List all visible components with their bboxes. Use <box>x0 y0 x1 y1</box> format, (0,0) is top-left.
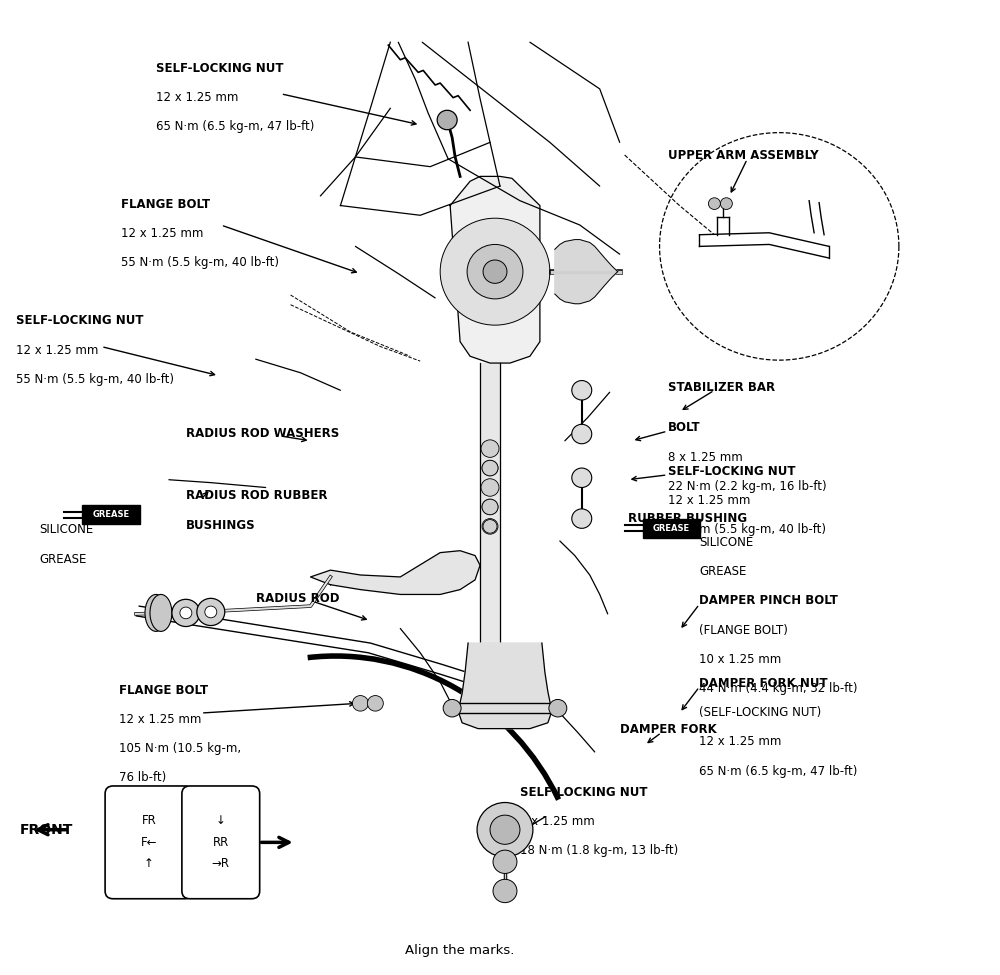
Text: 8 x 1.25 mm: 8 x 1.25 mm <box>520 815 595 828</box>
Text: 44 N·m (4.4 kg-m, 32 lb-ft): 44 N·m (4.4 kg-m, 32 lb-ft) <box>699 682 858 695</box>
Text: (SELF-LOCKING NUT): (SELF-LOCKING NUT) <box>699 706 822 720</box>
Text: 12 x 1.25 mm: 12 x 1.25 mm <box>121 227 203 240</box>
Text: SELF-LOCKING NUT: SELF-LOCKING NUT <box>520 786 647 799</box>
Text: ↓: ↓ <box>216 814 226 828</box>
Text: 18 N·m (1.8 kg-m, 13 lb-ft): 18 N·m (1.8 kg-m, 13 lb-ft) <box>520 844 678 857</box>
Circle shape <box>572 380 592 400</box>
Text: 22 N·m (2.2 kg-m, 16 lb-ft): 22 N·m (2.2 kg-m, 16 lb-ft) <box>668 480 826 492</box>
Text: SILICONE: SILICONE <box>39 524 94 536</box>
Text: SELF-LOCKING NUT: SELF-LOCKING NUT <box>16 315 144 328</box>
Circle shape <box>352 695 368 711</box>
Text: 55 N·m (5.5 kg-m, 40 lb-ft): 55 N·m (5.5 kg-m, 40 lb-ft) <box>668 524 826 536</box>
FancyBboxPatch shape <box>182 786 260 899</box>
Polygon shape <box>480 363 500 644</box>
Text: DAMPER FORK NUT: DAMPER FORK NUT <box>699 677 828 690</box>
Text: 12 x 1.25 mm: 12 x 1.25 mm <box>156 91 238 103</box>
Text: 12 x 1.25 mm: 12 x 1.25 mm <box>16 343 99 357</box>
Circle shape <box>482 499 498 515</box>
Circle shape <box>481 440 499 457</box>
Circle shape <box>720 198 732 210</box>
Text: SELF-LOCKING NUT: SELF-LOCKING NUT <box>156 61 283 75</box>
Circle shape <box>437 110 457 130</box>
Text: GREASE: GREASE <box>699 566 747 578</box>
Polygon shape <box>311 551 480 595</box>
Circle shape <box>482 460 498 476</box>
Text: 105 N·m (10.5 kg-m,: 105 N·m (10.5 kg-m, <box>119 742 241 756</box>
Text: GREASE: GREASE <box>653 524 690 532</box>
Circle shape <box>481 479 499 496</box>
Text: BUSHINGS: BUSHINGS <box>186 519 255 531</box>
Circle shape <box>572 424 592 444</box>
Circle shape <box>477 802 533 857</box>
Ellipse shape <box>150 595 172 632</box>
Text: RR: RR <box>213 836 229 849</box>
Text: 65 N·m (6.5 kg-m, 47 lb-ft): 65 N·m (6.5 kg-m, 47 lb-ft) <box>699 764 858 778</box>
Circle shape <box>443 699 461 717</box>
Circle shape <box>180 607 192 619</box>
Text: RADIUS ROD RUBBER: RADIUS ROD RUBBER <box>186 489 327 502</box>
Circle shape <box>482 441 498 456</box>
Text: Align the marks.: Align the marks. <box>405 945 515 957</box>
Circle shape <box>483 260 507 284</box>
Circle shape <box>482 519 498 534</box>
Circle shape <box>708 198 720 210</box>
Text: →R: →R <box>212 857 230 871</box>
Circle shape <box>493 879 517 903</box>
Circle shape <box>482 499 498 515</box>
Circle shape <box>440 218 550 325</box>
Text: 8 x 1.25 mm: 8 x 1.25 mm <box>668 450 742 463</box>
Text: DAMPER FORK: DAMPER FORK <box>620 722 716 736</box>
Circle shape <box>482 480 498 495</box>
FancyBboxPatch shape <box>643 519 700 538</box>
Circle shape <box>205 606 217 618</box>
Text: 55 N·m (5.5 kg-m, 40 lb-ft): 55 N·m (5.5 kg-m, 40 lb-ft) <box>16 372 174 386</box>
Circle shape <box>490 815 520 844</box>
FancyBboxPatch shape <box>105 786 193 899</box>
Text: RUBBER BUSHING: RUBBER BUSHING <box>628 512 747 525</box>
Circle shape <box>172 600 200 627</box>
Text: FLANGE BOLT: FLANGE BOLT <box>121 198 210 211</box>
Text: 12 x 1.25 mm: 12 x 1.25 mm <box>119 713 201 726</box>
Text: SILICONE: SILICONE <box>699 536 754 549</box>
Text: 65 N·m (6.5 kg-m, 47 lb-ft): 65 N·m (6.5 kg-m, 47 lb-ft) <box>156 120 314 133</box>
Text: RADIUS ROD: RADIUS ROD <box>256 592 339 604</box>
Circle shape <box>367 695 383 711</box>
Text: STABILIZER BAR: STABILIZER BAR <box>668 380 775 394</box>
Text: 12 x 1.25 mm: 12 x 1.25 mm <box>699 735 782 749</box>
Polygon shape <box>555 240 618 304</box>
Text: FR: FR <box>142 814 156 828</box>
Circle shape <box>197 599 225 626</box>
Circle shape <box>549 699 567 717</box>
Text: (FLANGE BOLT): (FLANGE BOLT) <box>699 624 788 637</box>
Text: DAMPER PINCH BOLT: DAMPER PINCH BOLT <box>699 595 838 607</box>
Text: 55 N·m (5.5 kg-m, 40 lb-ft): 55 N·m (5.5 kg-m, 40 lb-ft) <box>121 256 279 269</box>
Circle shape <box>483 520 497 533</box>
Circle shape <box>572 509 592 528</box>
Text: GREASE: GREASE <box>93 510 130 520</box>
Polygon shape <box>450 176 540 363</box>
FancyBboxPatch shape <box>82 505 140 525</box>
Text: UPPER ARM ASSEMBLY: UPPER ARM ASSEMBLY <box>668 149 818 162</box>
Text: FRONT: FRONT <box>19 823 73 837</box>
Text: F←: F← <box>141 836 157 849</box>
Text: GREASE: GREASE <box>39 553 87 566</box>
Text: ↑: ↑ <box>144 857 154 871</box>
Text: 76 lb-ft): 76 lb-ft) <box>119 771 166 785</box>
Circle shape <box>482 460 498 476</box>
Ellipse shape <box>145 595 167 632</box>
Polygon shape <box>458 644 552 728</box>
Circle shape <box>493 850 517 874</box>
Circle shape <box>467 245 523 299</box>
Text: FLANGE BOLT: FLANGE BOLT <box>119 683 208 697</box>
Circle shape <box>572 468 592 488</box>
Text: SELF-LOCKING NUT: SELF-LOCKING NUT <box>668 465 795 478</box>
Text: BOLT: BOLT <box>668 421 700 435</box>
Text: 10 x 1.25 mm: 10 x 1.25 mm <box>699 653 782 666</box>
Text: RADIUS ROD WASHERS: RADIUS ROD WASHERS <box>186 427 339 441</box>
Text: 12 x 1.25 mm: 12 x 1.25 mm <box>668 494 750 507</box>
